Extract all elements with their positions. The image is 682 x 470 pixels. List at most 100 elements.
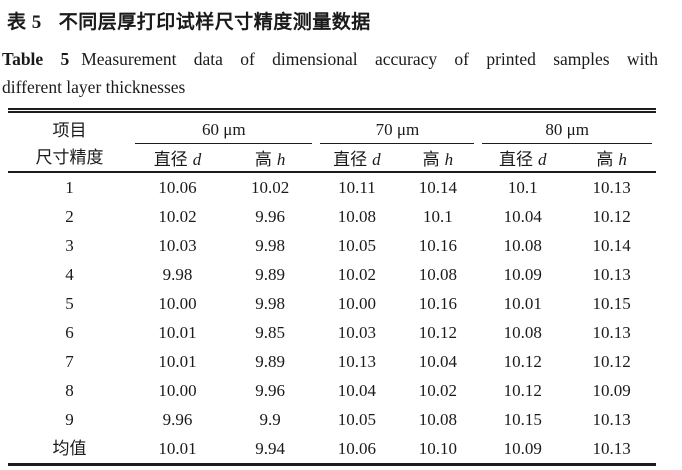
item-header-line2: 尺寸精度	[35, 148, 104, 167]
group-label-60um: 60 μm	[135, 119, 313, 144]
table-cell: 10.01	[503, 294, 542, 313]
table-cell: 9.85	[255, 323, 285, 342]
table-cell: 10.04	[337, 381, 377, 400]
table-cell: 10.08	[337, 207, 377, 226]
table-cell: 10.14	[418, 178, 458, 197]
table-cell: 10.02	[337, 265, 377, 284]
row-label-cell: 5	[65, 294, 74, 313]
group-header-70um: 70 μm	[316, 111, 478, 144]
table-row: 2 10.02 9.96 10.08 10.1 10.04 10.12	[8, 202, 656, 231]
table-cell: 10.12	[418, 323, 458, 342]
table-cell: 10.02	[158, 207, 197, 226]
group-header-60um: 60 μm	[131, 111, 316, 144]
table-cell: 9.98	[255, 236, 285, 255]
table-cell: 9.89	[255, 352, 285, 371]
table-cell: 10.09	[503, 439, 542, 458]
table-cell: 10.09	[592, 381, 631, 400]
row-label-cell: 9	[65, 410, 74, 429]
table-row: 1 10.06 10.02 10.11 10.14 10.1 10.13	[8, 172, 656, 202]
table-cell: 10.03	[158, 236, 197, 255]
subheader-var: h	[444, 150, 454, 169]
table-cell: 9.96	[255, 381, 285, 400]
table-cell: 9.89	[255, 265, 285, 284]
subheader-diameter-70: 直径 d	[316, 144, 398, 173]
group-label-80um: 80 μm	[482, 119, 652, 144]
table-cell: 10.04	[503, 207, 542, 226]
subheader-var: d	[372, 150, 381, 169]
table-cell: 10.12	[503, 381, 542, 400]
table-cell: 10.05	[337, 410, 377, 429]
subheader-text: 直径	[153, 150, 188, 169]
table-cell: 10.1	[507, 178, 538, 197]
table-cell: 10.04	[418, 352, 458, 371]
table-cell: 9.94	[255, 439, 285, 458]
group-header-row: 项目 尺寸精度 60 μm 70 μm 80 μm	[8, 110, 656, 173]
table-caption-en-line1: Table 5 Measurement data of dimensional a…	[2, 45, 658, 73]
table-row: 7 10.01 9.89 10.13 10.04 10.12 10.12	[8, 347, 656, 376]
table-cell: 9.98	[162, 265, 193, 284]
table-body: 1 10.06 10.02 10.11 10.14 10.1 10.13 2 1…	[8, 172, 656, 465]
table-cell: 10.03	[337, 323, 377, 342]
table-cell: 10.02	[250, 178, 290, 197]
subheader-var: d	[192, 150, 202, 169]
item-header-cell: 项目 尺寸精度	[8, 110, 132, 173]
subheader-text: 直径	[333, 150, 368, 169]
table-row: 9 9.96 9.9 10.05 10.08 10.15 10.13	[8, 405, 656, 434]
table-cell: 10.05	[337, 236, 377, 255]
table-cell: 10.12	[592, 352, 631, 371]
table-number-zh: 表 5	[7, 12, 42, 33]
table-cell: 9.96	[255, 207, 285, 226]
subheader-var: h	[618, 150, 627, 169]
item-header-line1: 项目	[52, 121, 87, 140]
table-cell: 9.9	[259, 410, 281, 429]
table-cell: 10.08	[418, 265, 458, 284]
table-cell: 10.13	[592, 439, 631, 458]
table-cell: 10.01	[158, 439, 197, 458]
table-row: 4 9.98 9.89 10.02 10.08 10.09 10.13	[8, 260, 656, 289]
table-row-mean: 均值 10.01 9.94 10.06 10.10 10.09 10.13	[8, 434, 656, 465]
row-label-cell: 1	[65, 178, 74, 197]
table-cell: 9.98	[255, 294, 285, 313]
table-cell: 10.13	[592, 323, 631, 342]
table-cell: 10.00	[337, 294, 377, 313]
group-header-80um: 80 μm	[478, 111, 656, 144]
row-label-cell: 7	[65, 352, 74, 371]
table-cell: 10.16	[418, 294, 458, 313]
table-cell: 10.10	[418, 439, 458, 458]
table-cell: 10.09	[503, 265, 542, 284]
table-row: 8 10.00 9.96 10.04 10.02 10.12 10.09	[8, 376, 656, 405]
table-caption-zh: 表 5 不同层厚打印试样尺寸精度测量数据	[7, 10, 662, 35]
table-cell: 10.08	[503, 323, 542, 342]
table-cell: 10.1	[423, 207, 453, 226]
row-label-cell: 8	[65, 381, 74, 400]
table-cell: 10.12	[503, 352, 542, 371]
table-cell: 10.15	[503, 410, 542, 429]
table-cell: 10.02	[418, 381, 458, 400]
subheader-diameter-80: 直径 d	[478, 144, 568, 173]
table-cell: 10.01	[158, 323, 197, 342]
table-cell: 10.08	[418, 410, 458, 429]
table-caption-en: Table 5 Measurement data of dimensional a…	[2, 45, 658, 101]
table-cell: 10.16	[418, 236, 458, 255]
table-caption-en-line2: different layer thicknesses	[2, 77, 186, 97]
subheader-text: 高	[254, 150, 272, 169]
table-row: 5 10.00 9.98 10.00 10.16 10.01 10.15	[8, 289, 656, 318]
table-row: 6 10.01 9.85 10.03 10.12 10.08 10.13	[8, 318, 656, 347]
table-cell: 9.96	[162, 410, 193, 429]
subheader-var: d	[538, 150, 547, 169]
table-title-zh: 不同层厚打印试样尺寸精度测量数据	[58, 12, 371, 33]
subheader-text: 高	[596, 150, 614, 169]
table-cell: 10.12	[592, 207, 631, 226]
table-cell: 10.14	[592, 236, 631, 255]
subheader-var: h	[276, 150, 286, 169]
table-cell: 10.06	[337, 439, 377, 458]
table-cell: 10.00	[158, 294, 197, 313]
table-cell: 10.11	[338, 178, 376, 197]
table-cell: 10.13	[592, 178, 631, 197]
